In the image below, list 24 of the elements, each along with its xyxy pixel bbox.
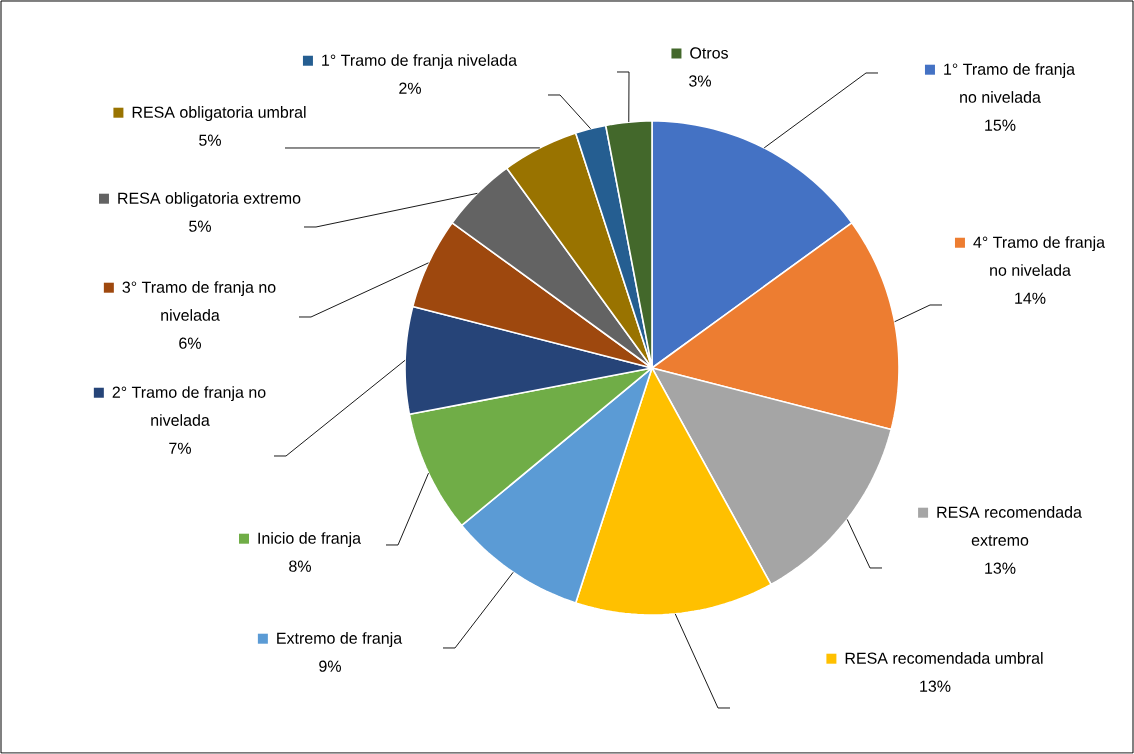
data-label: 3% <box>689 75 711 87</box>
data-label: 2% <box>399 82 421 94</box>
data-label: 5% <box>199 134 221 146</box>
legend-label: 4° Tramo de franja no nivelada <box>973 236 1106 276</box>
data-label: 15% <box>985 119 1016 131</box>
legend-label: Extremo de franja <box>277 632 403 648</box>
data-label: 6% <box>179 337 201 349</box>
data-label: 8% <box>289 560 311 572</box>
legend-label: 2° Tramo de franja no nivelada <box>112 386 266 426</box>
legend-label: RESA obligatoria extremo <box>118 192 301 208</box>
data-label: 13% <box>920 680 951 692</box>
legend-label: RESA obligatoria umbral <box>132 106 306 122</box>
data-label: 13% <box>985 562 1016 574</box>
data-label: 14% <box>1015 292 1046 304</box>
data-label: 9% <box>319 660 341 672</box>
legend-label: 1° Tramo de franja no nivelada <box>944 63 1076 103</box>
legend-label: Inicio de franja <box>258 532 362 548</box>
legend-label: 1° Tramo de franja nivelada <box>322 54 518 70</box>
data-label: 7% <box>169 442 191 454</box>
legend-label: RESA recomendada umbral <box>845 652 1043 664</box>
data-label: 5% <box>189 220 211 232</box>
legend-label: Otros <box>690 47 728 59</box>
legend-label: 3° Tramo de franja no nivelada <box>122 281 276 321</box>
legend-label: RESA recomendada extremo <box>937 506 1082 546</box>
